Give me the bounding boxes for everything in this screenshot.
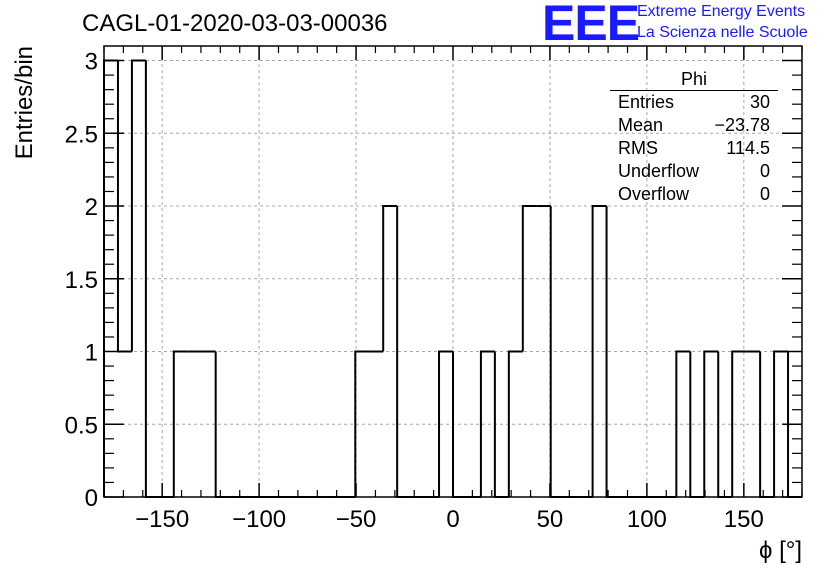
stats-label: Entries — [618, 92, 675, 112]
histogram-bin — [354, 350, 370, 497]
histogram-bin — [591, 205, 607, 497]
histogram-bin — [675, 350, 691, 497]
x-tick-label: −150 — [135, 506, 189, 533]
x-tick-label: −100 — [232, 506, 286, 533]
histogram-bin — [703, 350, 719, 497]
stats-row-rms: RMS 114.5 — [610, 137, 778, 160]
stats-title: Phi — [610, 68, 778, 91]
y-tick-label: 0 — [85, 485, 98, 512]
y-tick-label: 2.5 — [65, 121, 98, 148]
histogram-bin — [172, 350, 188, 497]
logo-line-2: La Scienza nelle Scuole — [637, 24, 808, 41]
stats-label: Overflow — [618, 184, 690, 204]
stats-row-mean: Mean −23.78 — [610, 114, 778, 137]
stats-value: −23.78 — [714, 115, 770, 135]
stats-row-entries: Entries 30 — [610, 91, 778, 114]
histogram-bin — [731, 350, 747, 497]
stats-value: 0 — [759, 184, 770, 204]
x-tick-label: 150 — [724, 506, 764, 533]
x-tick-label: 50 — [537, 506, 564, 533]
stats-row-underflow: Underflow 0 — [610, 160, 778, 183]
stats-value: 114.5 — [726, 138, 770, 158]
stats-row-overflow: Overflow 0 — [610, 183, 778, 206]
histogram-bin — [130, 59, 146, 352]
x-tick-label: 0 — [446, 506, 459, 533]
x-tick-label: −50 — [336, 506, 377, 533]
stats-value: 30 — [749, 92, 770, 112]
histogram-bin — [479, 350, 495, 497]
y-tick-label: 0.5 — [65, 412, 98, 439]
histogram-bin — [214, 351, 230, 498]
stats-label: Mean — [618, 115, 664, 135]
histogram-bin — [438, 350, 453, 497]
histogram-bin — [507, 350, 523, 497]
stats-label: RMS — [618, 138, 658, 158]
axis-ticks — [103, 46, 803, 498]
stats-box: Phi Entries 30 Mean −23.78 RMS 114.5 Und… — [610, 68, 778, 206]
logo-line-1: Extreme Energy Events — [637, 3, 806, 20]
stats-value: 0 — [759, 161, 770, 181]
y-tick-label: 1 — [85, 340, 98, 367]
histogram-bin — [521, 205, 537, 352]
stats-label: Underflow — [618, 161, 700, 181]
y-axis-label: Entries/bin — [11, 46, 38, 159]
eee-logo: EEE — [542, 0, 640, 51]
chart-title: CAGL-01-2020-03-03-00036 — [82, 10, 388, 37]
histogram-bin — [382, 205, 398, 352]
axis-tick-labels: −150 −100 −50 0 50 100 150 0 0.5 1 1.5 2 2.5 3 — [65, 49, 764, 533]
x-axis-label: ϕ [°] — [759, 537, 802, 564]
y-tick-label: 3 — [85, 49, 98, 76]
x-tick-label: 100 — [627, 506, 667, 533]
y-tick-label: 1.5 — [65, 267, 98, 294]
y-tick-label: 2 — [85, 194, 98, 221]
